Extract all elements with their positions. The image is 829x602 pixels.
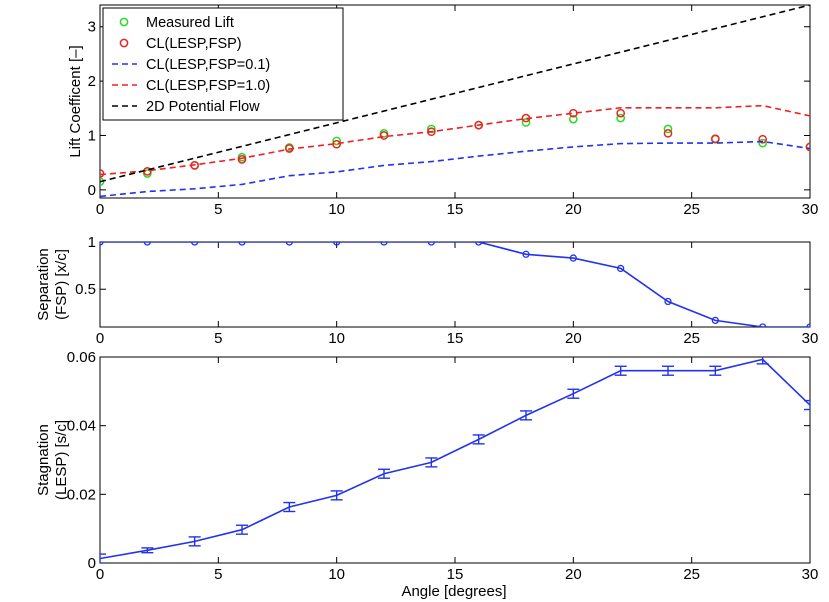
x-tick-label: 15: [447, 566, 464, 583]
data-point: [522, 250, 530, 258]
axes-frame: [99, 241, 811, 328]
x-tick-label: 5: [214, 330, 222, 347]
data-point-2: [663, 128, 673, 138]
x-tick-label: 0: [96, 201, 104, 218]
data-point-2: [758, 134, 768, 144]
plot-2: 0 5 10 15 20 25 30 0.5 1 Separation(FSP) [x/c]: [35, 234, 818, 347]
data-point-1: [568, 114, 578, 124]
series-line: [100, 358, 810, 560]
data-point-2: [616, 108, 626, 118]
legend-entry: CL(LESP,FSP=1.0): [146, 78, 270, 94]
x-tick-label: 25: [683, 330, 700, 347]
data-point-2: [710, 134, 720, 144]
legend-entry: CL(LESP,FSP): [146, 36, 242, 52]
series-line-5: [100, 5, 810, 183]
y-axis-label: Lift Coefficent [–]: [67, 45, 84, 157]
data-point: [143, 242, 151, 246]
y-axis-label-line: (FSP) [x/c]: [53, 249, 70, 320]
legend-entry: 2D Potential Flow: [146, 99, 260, 115]
legend-entry: Measured Lift: [146, 15, 234, 31]
y-tick-label: 0.02: [67, 486, 96, 503]
x-axis-label: Angle [degrees]: [401, 583, 506, 600]
x-tick-label: 0: [96, 330, 104, 347]
x-tick-label: 0: [96, 566, 104, 583]
y-axis-label-line: Separation: [35, 248, 52, 321]
x-tick-label: 25: [683, 201, 700, 218]
data-point-1: [663, 124, 673, 134]
x-tick-label: 30: [802, 566, 819, 583]
legend-swatch: [119, 17, 129, 27]
data-point: [427, 242, 435, 246]
x-tick-label: 10: [328, 566, 345, 583]
y-axis-label-line: Stagnation: [35, 424, 52, 496]
y-tick-label: 0: [88, 182, 96, 199]
data-point: [238, 242, 246, 246]
data-point: [285, 242, 293, 246]
series-line: [100, 242, 810, 327]
plot-3: 0 5 10 15 20 25 30 0 0.02 0.04 0.06 Stagnation(LESP…: [35, 349, 818, 583]
x-tick-label: 20: [565, 330, 582, 347]
data-point: [759, 323, 767, 327]
plot-area: [100, 5, 810, 198]
plot-area: [100, 357, 810, 563]
data-point-1: [100, 177, 105, 187]
data-point-2: [805, 142, 810, 152]
data-point: [191, 242, 199, 246]
x-tick-label: 25: [683, 566, 700, 583]
y-tick-label: 0: [88, 555, 96, 572]
y-tick-label: 3: [88, 19, 96, 36]
x-tick-label: 10: [328, 330, 345, 347]
data-point: [380, 242, 388, 246]
data-point: [711, 316, 719, 325]
data-point-2: [237, 155, 247, 164]
x-tick-label: 30: [802, 330, 819, 347]
y-tick-label: 0.04: [67, 418, 96, 435]
plot-area: [100, 242, 810, 327]
x-tick-label: 20: [565, 201, 582, 218]
axes-frame: [99, 356, 811, 564]
x-tick-label: 15: [447, 330, 464, 347]
data-point-1: [616, 113, 626, 123]
x-tick-label: 5: [214, 201, 222, 218]
x-tick-label: 20: [565, 566, 582, 583]
y-axis-label-line: (LESP) [s/c]: [53, 420, 70, 500]
x-tick-label: 15: [447, 201, 464, 218]
y-tick-label: 1: [88, 127, 96, 144]
data-point-1: [426, 124, 436, 134]
series-line-3: [100, 140, 810, 198]
data-point: [569, 254, 577, 262]
x-tick-label: 5: [214, 566, 222, 583]
data-point: [333, 242, 341, 246]
y-axis-label: Stagnation(LESP) [s/c]: [35, 420, 70, 500]
data-point: [664, 297, 672, 306]
data-point: [475, 242, 483, 246]
legend: Measured Lift CL(LESP,FSP) CL(LESP,FSP=0.1…: [102, 7, 344, 121]
data-point-1: [521, 118, 531, 127]
data-point-1: [758, 138, 768, 148]
y-tick-label: 0.06: [67, 349, 96, 366]
data-point-1: [332, 136, 342, 146]
data-point: [617, 264, 625, 273]
y-tick-label: 0.5: [75, 281, 96, 298]
legend-box: [102, 7, 344, 121]
y-tick-label: 1: [88, 234, 96, 251]
x-tick-label: 10: [328, 201, 345, 218]
legend-swatch: [119, 38, 129, 48]
x-tick-label: 30: [802, 201, 819, 218]
y-tick-label: 2: [88, 73, 96, 90]
legend-entry: CL(LESP,FSP=0.1): [146, 57, 270, 73]
y-axis-label: Separation(FSP) [x/c]: [35, 248, 70, 321]
